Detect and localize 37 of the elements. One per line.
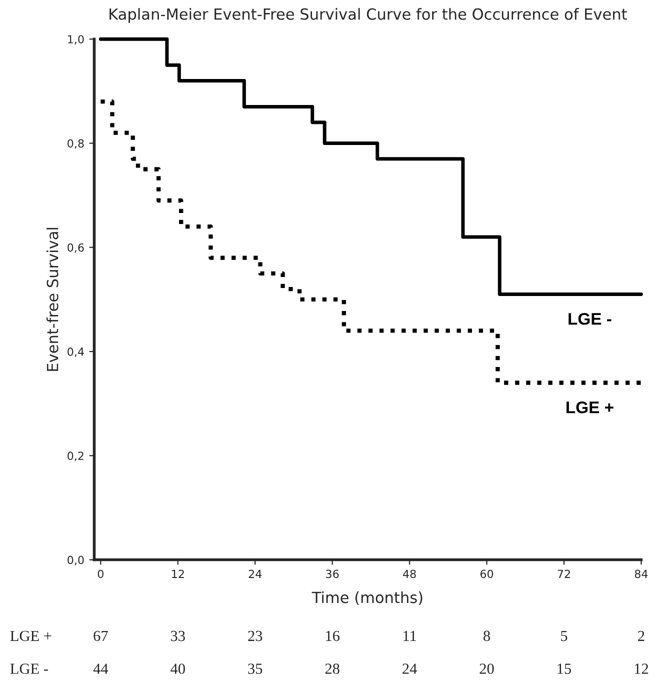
text: 20 (480, 664, 494, 674)
x-tick-label: 12 (172, 570, 184, 578)
text: 40 (170, 664, 185, 674)
text: 35 (248, 664, 262, 674)
x-tick-label: 60 (480, 570, 494, 578)
text: 15 (558, 664, 572, 674)
text: 24 (402, 664, 417, 674)
text: 5 (561, 630, 568, 642)
y-tick-label: 0,8 (68, 139, 84, 149)
text: 44 (93, 664, 108, 674)
series-label: LGE - (568, 312, 612, 325)
x-tick-label: 48 (403, 570, 416, 578)
text: LGE + (10, 630, 52, 642)
text: 28 (325, 664, 340, 674)
y-tick-label: 0,4 (68, 347, 84, 358)
y-tick-label: 0,2 (68, 452, 84, 462)
text: 33 (170, 630, 185, 642)
text: 8 (484, 630, 490, 642)
text: 67 (94, 630, 108, 642)
text: 16 (326, 630, 340, 642)
x-tick-label: 0 (98, 570, 104, 578)
x-tick-label: 72 (558, 570, 570, 578)
text: LGE - (10, 664, 48, 674)
text: 12 (634, 664, 648, 674)
x-tick-label: 36 (326, 570, 339, 578)
y-tick-label: 0,6 (68, 243, 84, 253)
text: 23 (248, 630, 262, 642)
x-tick-label: 84 (634, 570, 648, 578)
y-tick-label: 0,0 (68, 556, 84, 566)
x-tick-label: 24 (248, 570, 262, 578)
y-tick-label: 1,0 (68, 35, 84, 45)
y-axis-title: Event-free Survival (46, 228, 58, 371)
text: 11 (404, 630, 416, 641)
x-axis-title: Time (months) (312, 591, 422, 606)
series-label: LGE + (566, 401, 614, 414)
text: 2 (638, 630, 644, 641)
chart-title: Kaplan-Meier Event-Free Survival Curve for the Occurrence of Event (110, 8, 627, 23)
